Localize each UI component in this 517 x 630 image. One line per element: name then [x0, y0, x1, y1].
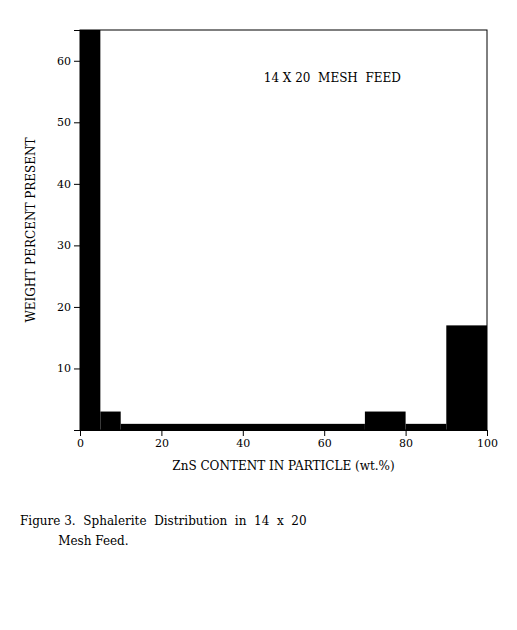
axis-line: [74, 31, 81, 431]
tick: 10: [57, 362, 80, 375]
tick: 80: [399, 430, 413, 450]
histogram-bar: [80, 30, 100, 430]
tick-mark: [161, 430, 162, 436]
bars: [80, 30, 487, 430]
tick-mark: [324, 430, 325, 436]
tick: 60: [57, 55, 80, 68]
tick-label: 0: [77, 437, 84, 450]
tick-label: 50: [57, 116, 71, 129]
tick: 40: [236, 430, 250, 450]
tick-label: 80: [399, 437, 413, 450]
tick-mark: [74, 245, 80, 246]
tick-mark: [74, 61, 80, 62]
annotation: 14 X 20 MESH FEED: [264, 71, 401, 85]
caption: Mesh Feed.: [20, 534, 129, 548]
y-axis: 10 20 30 40 50 60: [57, 31, 81, 431]
histogram-bar: [446, 325, 487, 430]
tick-label: 40: [236, 437, 250, 450]
tick-mark: [74, 122, 80, 123]
histogram-bar: [365, 412, 406, 430]
tick-label: 100: [477, 437, 498, 450]
tick-mark: [406, 430, 407, 436]
tick-label: 40: [57, 178, 71, 191]
tick: 100: [477, 430, 498, 450]
tick: 20: [57, 301, 80, 314]
caption: Figure 3. Sphalerite Distribution in 14 …: [20, 514, 307, 528]
x-axis-label: ZnS CONTENT IN PARTICLE (wt.%): [172, 459, 394, 473]
tick-label: 60: [57, 55, 71, 68]
tick: 60: [318, 430, 332, 450]
x-axis: 0 20 40 60 80 100: [77, 430, 498, 450]
tick: 50: [57, 116, 80, 129]
tick-label: 30: [57, 239, 71, 252]
tick: 30: [57, 239, 80, 252]
plot: 0 20 40 60 80 100 10 20 30 40 50 60: [57, 30, 498, 450]
tick-mark: [74, 307, 80, 308]
y-axis-label: WEIGHT PERCENT PRESENT: [24, 137, 38, 322]
axis-line: [81, 431, 488, 437]
tick-mark: [243, 430, 244, 436]
tick: 20: [155, 430, 169, 450]
tick-mark: [74, 368, 80, 369]
tick-label: 60: [318, 437, 332, 450]
tick-label: 20: [57, 301, 71, 314]
histogram-bar: [100, 412, 120, 430]
tick: 40: [57, 178, 80, 191]
tick-label: 10: [57, 362, 71, 375]
chart: 0 20 40 60 80 100 10 20 30 40 50 60 ZnS CONTENT IN P…: [0, 0, 517, 630]
tick-mark: [74, 184, 80, 185]
tick: 0: [77, 430, 84, 450]
histogram-bar: [406, 424, 447, 430]
plot-frame: [80, 30, 487, 430]
tick-label: 20: [155, 437, 169, 450]
histogram-bar: [121, 424, 365, 430]
tick-mark: [487, 430, 488, 436]
